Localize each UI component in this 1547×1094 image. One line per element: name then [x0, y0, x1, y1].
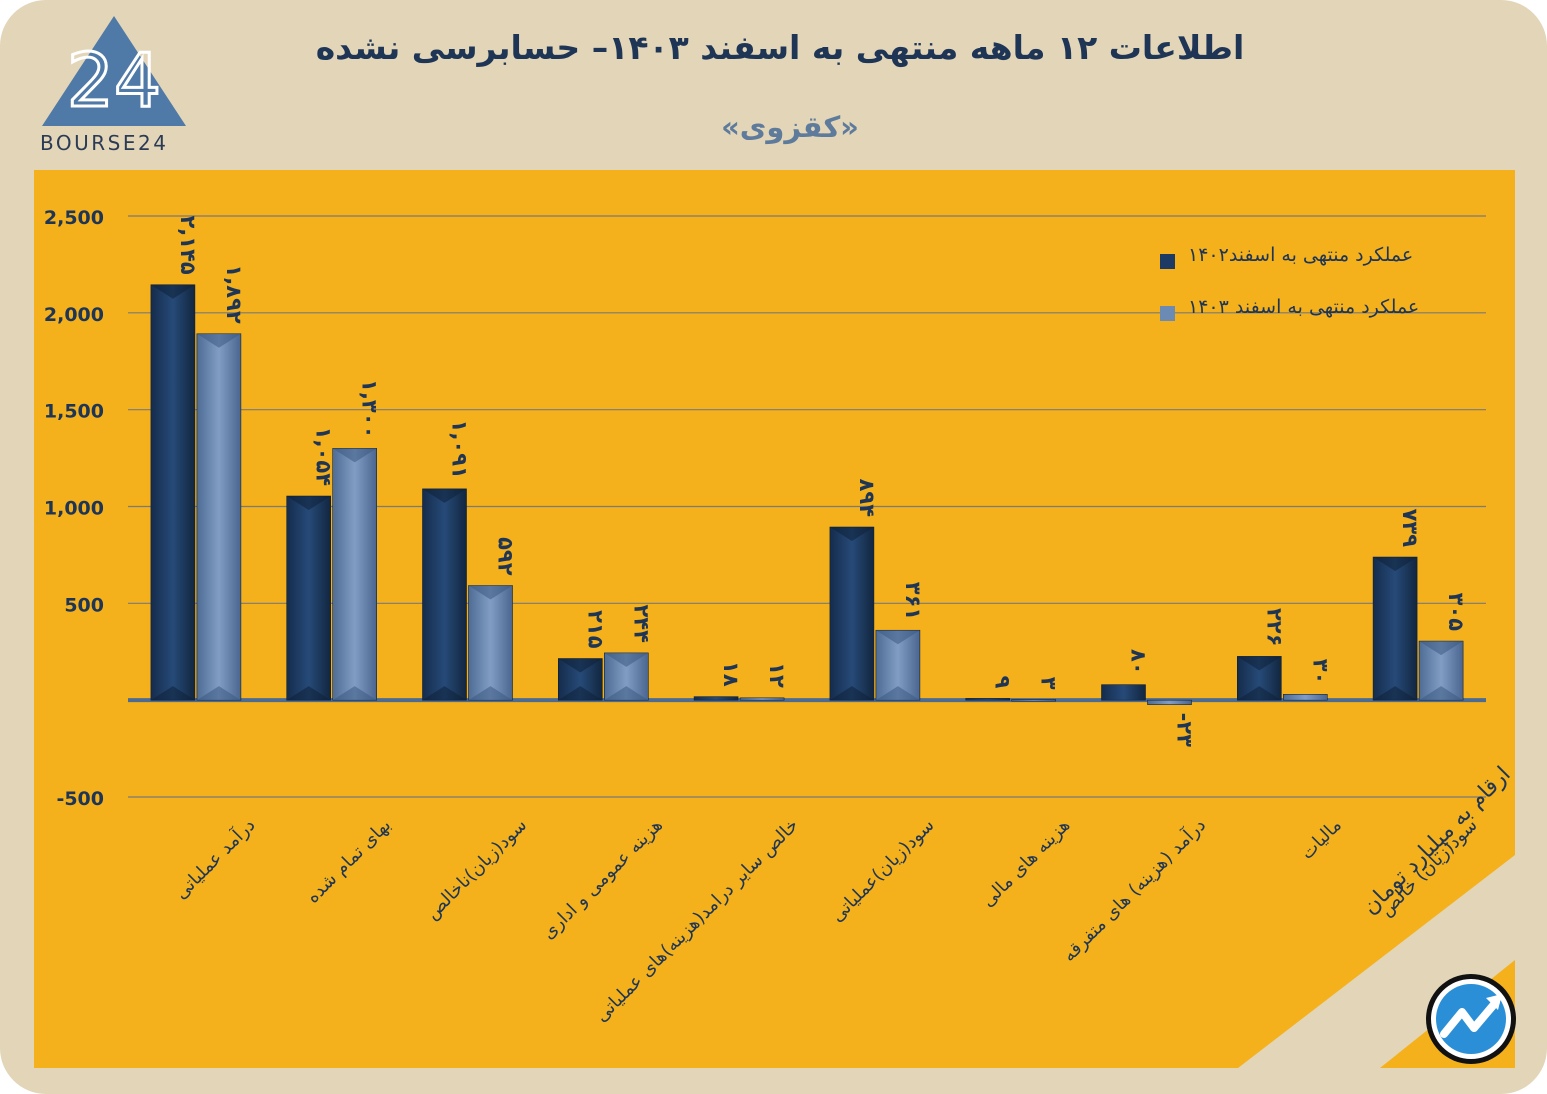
bar-1403 [1147, 699, 1192, 705]
bar-bevel-bottom [558, 686, 603, 701]
bar-bevel-bottom [875, 686, 920, 701]
data-label-1402: ۹ [991, 676, 1015, 689]
bar-bevel-bottom [604, 686, 649, 701]
bar-1402 [1101, 684, 1146, 701]
legend-label-1403: عملکرد منتهی به اسفند ۱۴۰۳ [1188, 296, 1420, 318]
data-label-1403: ۱۲ [765, 662, 789, 688]
data-label-1403: ۳۰ [1308, 659, 1332, 685]
data-label-1402: ۷۳۹ [1398, 509, 1422, 548]
bar-bevel-bottom [422, 686, 467, 701]
data-label-1403: ۵۹۲ [494, 537, 518, 576]
chart-legend: عملکرد منتهی به اسفند۱۴۰۲ عملکرد منتهی ب… [1160, 240, 1480, 344]
bar-bevel-bottom [196, 686, 241, 701]
y-tick-label: -500 [56, 788, 104, 810]
data-label-1403: ۳ [1037, 677, 1061, 690]
bar-bevel-top [875, 630, 920, 645]
bar-bevel-top [604, 652, 649, 667]
chart-panel [34, 170, 1515, 1068]
bar-bevel-top [286, 496, 331, 511]
bar-bevel-bottom [150, 686, 195, 701]
bar-1403 [196, 333, 242, 701]
data-label-1402: ۸۰ [1127, 649, 1151, 675]
bar-bevel-top [558, 658, 603, 673]
bar-1403 [332, 448, 378, 701]
data-label-1402: ۸۹۴ [855, 479, 879, 518]
bar-bevel-bottom [468, 686, 513, 701]
bar-bevel-top [422, 488, 467, 503]
bar-1403 [1011, 699, 1057, 702]
bar-1403 [1283, 694, 1328, 701]
legend-item-1403: عملکرد منتهی به اسفند ۱۴۰۳ [1160, 292, 1480, 344]
data-label-1402: ۱۸ [719, 661, 743, 687]
legend-label-1402: عملکرد منتهی به اسفند۱۴۰۲ [1188, 244, 1414, 266]
data-label-1402: ۲,۱۴۵ [176, 216, 200, 275]
bar-bevel-top [332, 448, 377, 463]
bar-bevel-top [1237, 656, 1282, 671]
bar-1402 [829, 526, 875, 701]
chart-subtitle: «کقزوی» [721, 110, 859, 144]
bar-1402 [422, 488, 467, 701]
y-tick-label: 1,000 [44, 498, 104, 520]
bar-bevel-bottom [829, 686, 874, 701]
y-tick-label: 1,500 [44, 401, 104, 423]
data-label-1403: ۳۶۱ [901, 582, 925, 620]
bar-1402 [693, 696, 739, 701]
data-label-1403: -۲۳ [1173, 713, 1197, 748]
bar-bevel-top [1373, 557, 1418, 572]
data-label-1402: ۲۱۵ [583, 610, 607, 649]
bar-1402 [1372, 556, 1418, 701]
data-label-1403: ۱,۳۰۰ [358, 379, 382, 438]
bar-1402 [965, 698, 1011, 701]
logo-text: BOURSE24 [40, 131, 169, 155]
bar-bevel-top [1419, 641, 1464, 656]
data-label-1402: ۱,۰۹۱ [448, 420, 472, 479]
bar-bevel-top [468, 585, 513, 600]
bar-bevel-top [196, 333, 241, 348]
bar-bevel-bottom [332, 686, 377, 701]
logo-numeral: 24 [67, 38, 161, 124]
bar-bevel-bottom [1419, 686, 1464, 701]
bar-bevel-bottom [1373, 686, 1418, 701]
bar-1402 [150, 284, 196, 701]
bar-bevel-bottom [286, 686, 331, 701]
bar-bevel-top [829, 527, 874, 542]
data-label-1402: ۲۲۶ [1262, 608, 1286, 646]
legend-swatch-1403 [1160, 306, 1175, 321]
bar-1403 [739, 697, 785, 701]
y-tick-label: 2,500 [44, 207, 104, 229]
y-tick-label: 500 [64, 594, 104, 616]
trend-arrow-icon [1426, 974, 1516, 1064]
bar-1402 [286, 495, 332, 701]
logo-triangle-icon: 24 [42, 16, 186, 126]
data-label-1402: ۱,۰۵۴ [312, 427, 336, 486]
data-label-1403: ۱,۸۹۲ [222, 264, 246, 323]
data-label-1403: ۳۰۵ [1444, 593, 1468, 632]
y-tick-label: 2,000 [44, 304, 104, 326]
bar-bevel-top [150, 284, 195, 299]
bar-bevel-bottom [1237, 686, 1282, 701]
legend-swatch-1402 [1160, 254, 1175, 269]
legend-item-1402: عملکرد منتهی به اسفند۱۴۰۲ [1160, 240, 1480, 292]
data-label-1403: ۲۴۴ [629, 604, 653, 643]
chart-title: اطلاعات ۱۲ ماهه منتهی به اسفند ۱۴۰۳– حسا… [315, 28, 1245, 67]
